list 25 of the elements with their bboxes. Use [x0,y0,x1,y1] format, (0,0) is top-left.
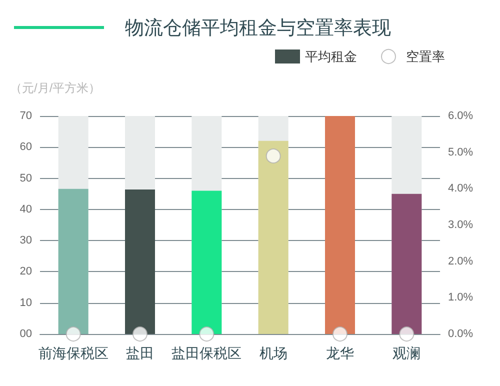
y2-tick-label: 3.0% [448,219,474,231]
y2-tick-label: 0.0% [448,328,474,340]
y2-tick-label: 6.0% [448,110,474,122]
x-tick-label: 观澜 [392,345,421,361]
x-tick-label: 盐田 [126,345,154,361]
x-tick-label: 前海保税区 [38,345,108,361]
y-tick-label: 00 [20,328,32,340]
y2-tick-label: 4.0% [448,182,474,195]
y-tick-label: 20 [20,266,32,278]
y-tick-label: 30 [20,234,32,247]
y2-tick-label: 1.0% [448,292,474,304]
x-tick-label: 龙华 [326,345,354,361]
y-tick-label: 50 [20,172,32,184]
y2-tick-label: 5.0% [448,146,474,158]
x-tick-label: 盐田保税区 [172,345,242,361]
y2-tick-label: 2.0% [448,255,474,268]
x-tick-label: 机场 [259,345,288,361]
y-axis-title: （元/月/平方米） [10,81,101,95]
chart-title: 物流仓储平均租金与空置率表现 [125,17,391,39]
y-tick-label: 10 [20,296,32,309]
y-tick-label: 70 [20,110,32,122]
y-tick-label: 60 [20,141,32,154]
y-tick-label: 40 [20,203,32,216]
legend-label: 空置率 [406,49,445,64]
legend-label: 平均租金 [305,49,357,64]
